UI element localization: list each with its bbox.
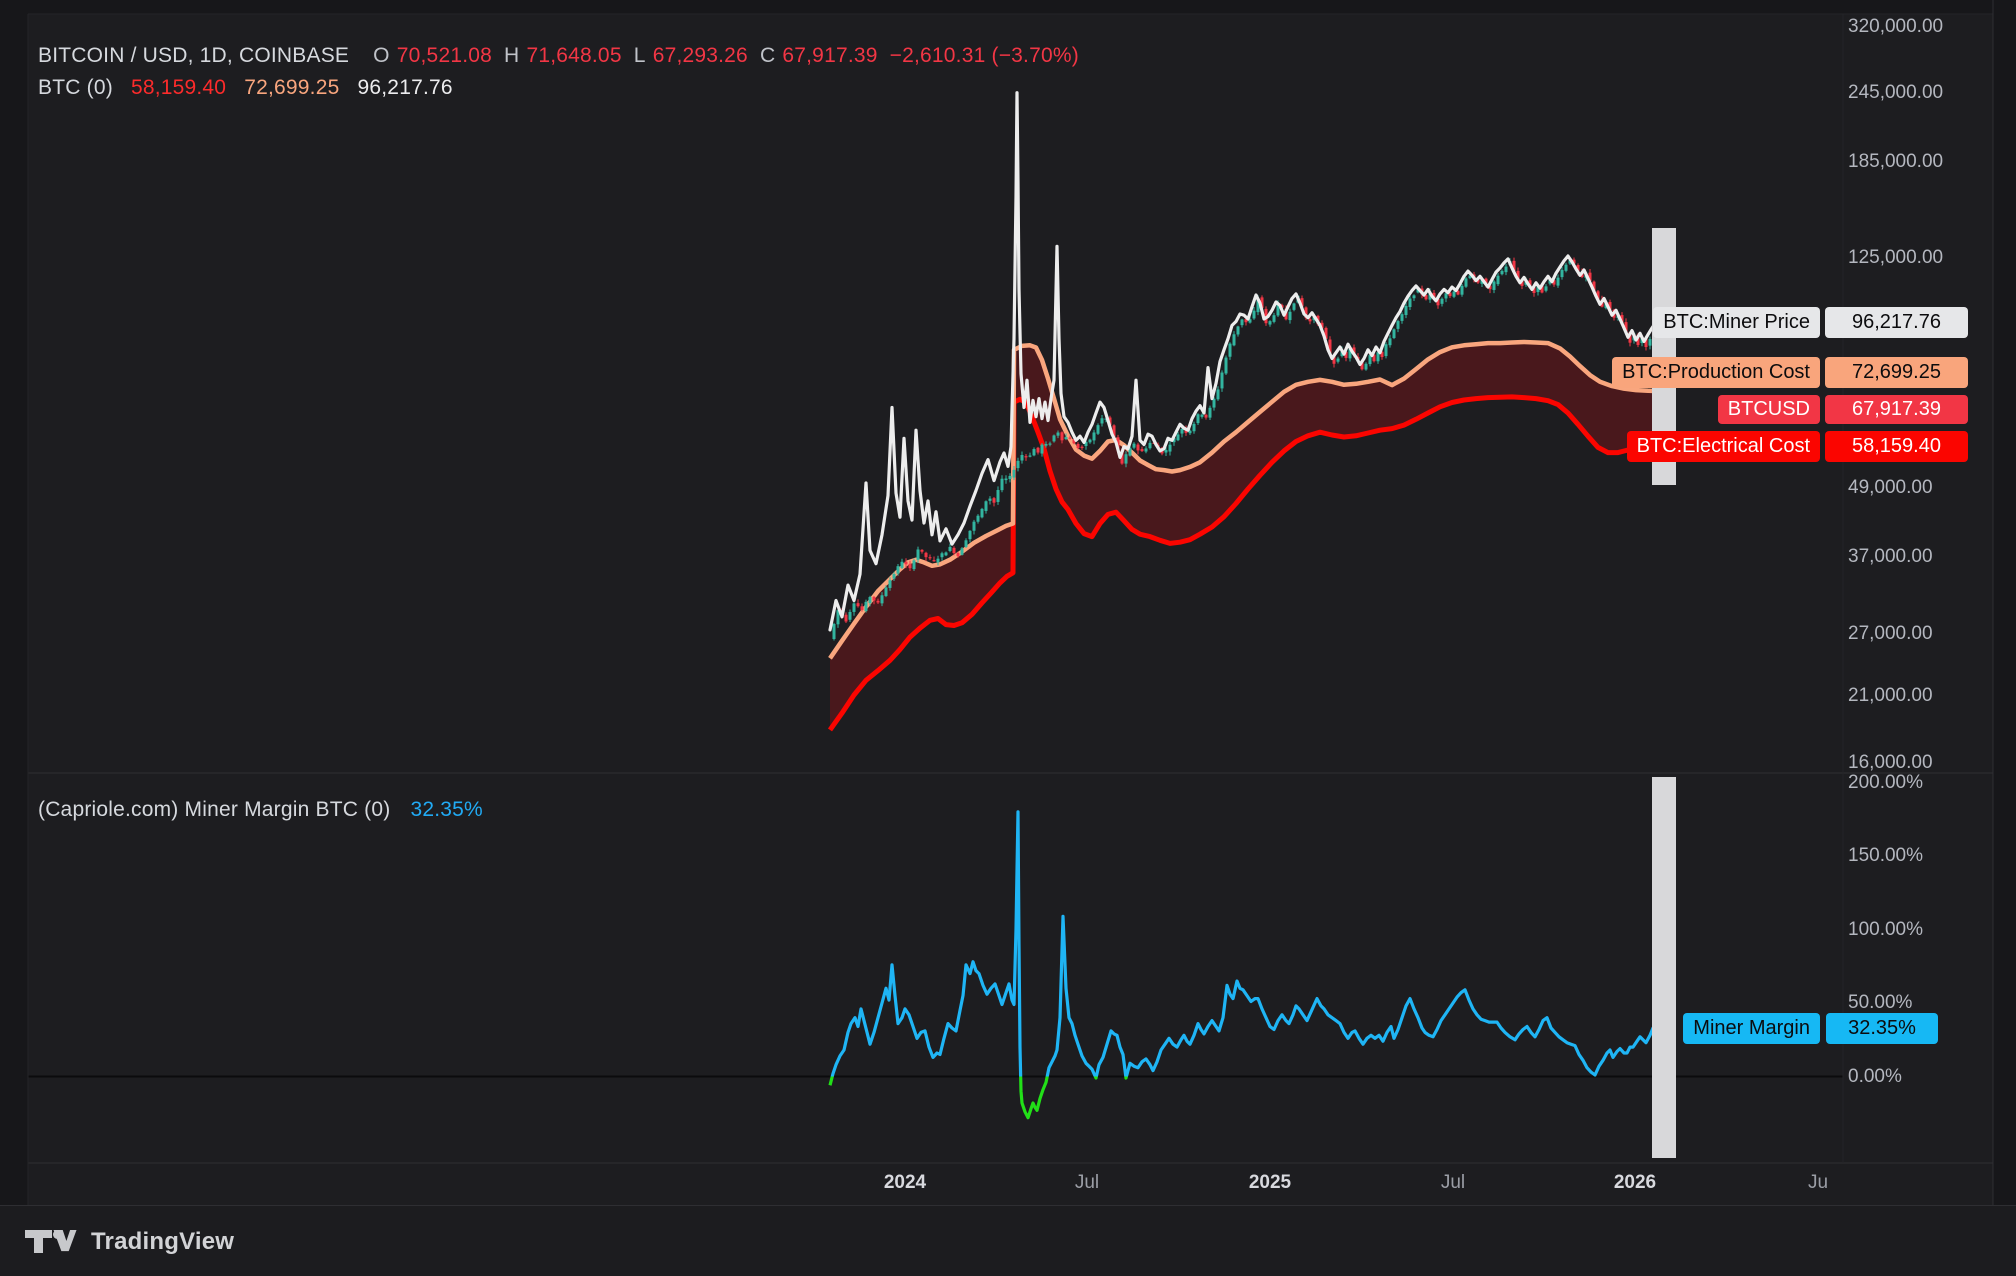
change-value: −2,610.31 (−3.70%) [889, 44, 1079, 67]
price-tick: 37,000.00 [1848, 546, 1933, 567]
miner-margin-line-negative [828, 1076, 1596, 1120]
electrical-cost-label: BTC:Electrical Cost [1626, 431, 1820, 462]
price-tick: 21,000.00 [1848, 685, 1933, 707]
tradingview-logo-text: TradingView [91, 1227, 235, 1255]
electrical-cost-line [827, 394, 1659, 732]
price-tick: 185,000.00 [1848, 150, 1944, 172]
price-tick: 125,000.00 [1848, 246, 1944, 268]
open-value: 70,521.08 [396, 44, 492, 67]
close-value: 67,917.39 [782, 44, 878, 67]
percent-tick: 0.00% [1848, 1065, 1902, 1087]
margin-indicator-title[interactable]: (Capriole.com) Miner Margin BTC (0) [38, 798, 391, 821]
percent-tick: 200.00% [1848, 771, 1924, 793]
production-cost-label-value: 72,699.25 [1825, 357, 1968, 388]
miner-price-label: BTC:Miner Price [1653, 307, 1820, 338]
low-label: L [633, 44, 646, 67]
time-tick: Jul [1440, 1172, 1466, 1193]
tradingview-logo-icon [25, 1229, 77, 1253]
high-value: 71,648.05 [526, 44, 622, 67]
margin-indicator-value: 32.35% [410, 798, 483, 821]
miner-price-line [828, 91, 1658, 632]
bottom-toolbar: TradingView [0, 1205, 2016, 1276]
symbol-title[interactable]: BITCOIN / USD, 1D, COINBASE [38, 44, 350, 67]
symbol-legend: BITCOIN / USD, 1D, COINBASE O 70,521.08 … [38, 44, 1085, 68]
miner-price-value: 96,217.76 [357, 76, 453, 99]
btcusd-label: BTCUSD [1717, 395, 1820, 424]
miner-price-label-value: 96,217.76 [1825, 307, 1968, 338]
electrical-cost-value: 58,159.40 [130, 76, 227, 99]
time-tick: Jul [1074, 1172, 1100, 1193]
price-tick: 16,000.00 [1848, 751, 1933, 773]
production-cost-value: 72,699.25 [244, 76, 340, 99]
indicator-title[interactable]: BTC (0) [38, 76, 113, 99]
percent-tick: 150.00% [1848, 845, 1924, 866]
percent-tick: 100.00% [1848, 918, 1924, 940]
margin-indicator-legend: (Capriole.com) Miner Margin BTC (0) 32.3… [38, 798, 489, 822]
production-cost-line [828, 339, 1659, 660]
price-tick: 320,000.00 [1848, 16, 1944, 38]
cost-indicator-legend: BTC (0) 58,159.40 72,699.25 96,217.76 [38, 76, 459, 100]
tradingview-logo[interactable]: TradingView [25, 1228, 234, 1256]
miner-margin-label-value: 32.35% [1826, 1013, 1938, 1044]
production-cost-label: BTC:Production Cost [1612, 357, 1820, 388]
miner-margin-label: Miner Margin [1683, 1013, 1820, 1044]
electrical-cost-label-value: 58,159.40 [1825, 431, 1968, 462]
price-tick: 245,000.00 [1848, 81, 1944, 103]
time-tick: 2024 [883, 1172, 927, 1193]
cost-band-fill [830, 342, 1658, 730]
price-tick: 49,000.00 [1848, 477, 1933, 498]
btcusd-label-value: 67,917.39 [1825, 395, 1968, 424]
time-tick: Ju [1807, 1172, 1829, 1193]
close-label: C [759, 44, 776, 67]
percent-tick: 50.00% [1848, 992, 1913, 1013]
miner-margin-line [830, 810, 1657, 1077]
open-label: O [373, 44, 390, 67]
price-tick: 27,000.00 [1848, 623, 1933, 645]
high-label: H [504, 44, 520, 67]
low-value: 67,293.26 [652, 44, 748, 67]
last-bar-highlight-margin [1652, 777, 1676, 1158]
time-tick: 2026 [1613, 1172, 1657, 1193]
time-tick: 2025 [1248, 1172, 1292, 1193]
